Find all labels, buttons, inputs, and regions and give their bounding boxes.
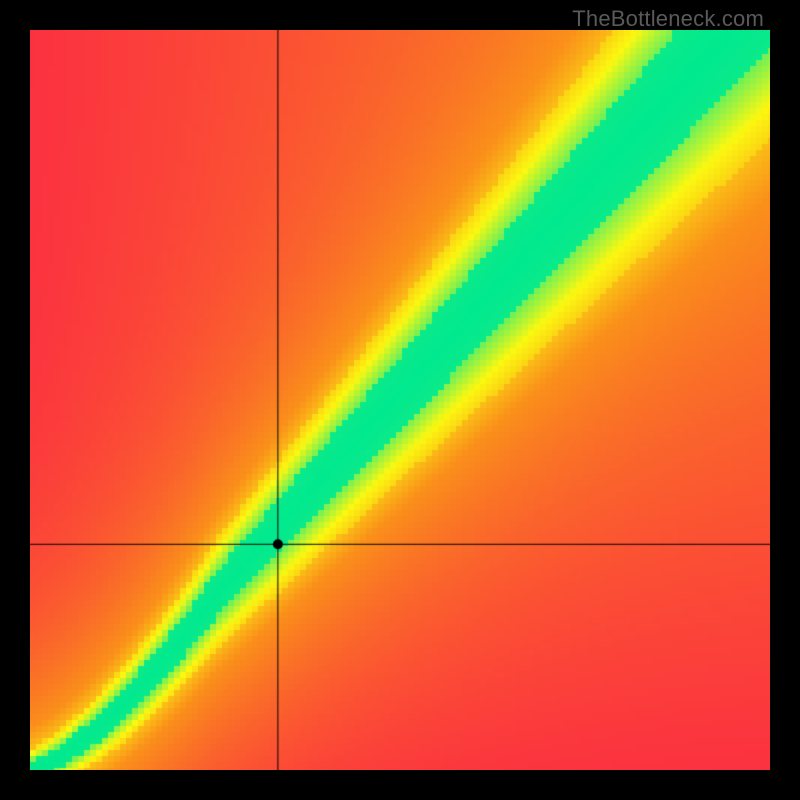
watermark-label: TheBottleneck.com	[572, 6, 764, 32]
chart-container: TheBottleneck.com	[0, 0, 800, 800]
bottleneck-heatmap	[30, 30, 770, 770]
